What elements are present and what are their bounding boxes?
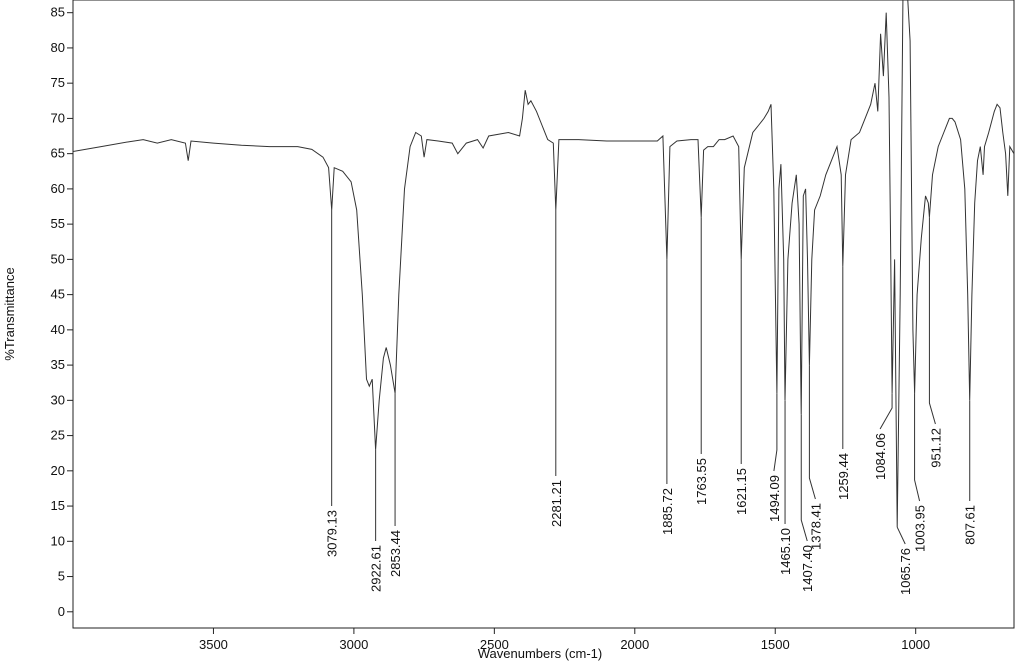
y-tick-label: 55: [51, 216, 65, 231]
peak-leader: [879, 393, 893, 430]
y-tick-label: 75: [51, 75, 65, 90]
peak-label: 807.61: [963, 505, 978, 545]
peak-leader: [914, 393, 921, 502]
peak-label: 1003.95: [913, 505, 928, 552]
y-tick-label: 5: [58, 569, 65, 584]
y-tick-label: 60: [51, 181, 65, 196]
x-tick-label: 2000: [620, 637, 649, 652]
y-tick-label: 45: [51, 287, 65, 302]
peak-label: 1407.40: [800, 545, 815, 592]
peak-label: 1259.44: [836, 453, 851, 500]
peak-leader: [808, 365, 816, 500]
peak-label: 3079.13: [325, 510, 340, 557]
x-tick-label: 3000: [339, 637, 368, 652]
y-axis-label: %Transmittance: [2, 267, 17, 360]
x-tick-label: 1000: [901, 637, 930, 652]
y-tick-label: 15: [51, 498, 65, 513]
peak-label: 1621.15: [734, 468, 749, 515]
y-tick-label: 20: [51, 463, 65, 478]
x-tick-label: 3500: [199, 637, 228, 652]
peak-label: 1465.10: [778, 528, 793, 575]
y-tick-label: 80: [51, 40, 65, 55]
x-tick-label: 1500: [761, 637, 790, 652]
y-tick-label: 25: [51, 428, 65, 443]
peak-label: 1065.76: [898, 548, 913, 595]
peak-label: 1084.06: [873, 433, 888, 480]
y-tick-label: 40: [51, 322, 65, 337]
plot-frame: [72, 0, 1015, 629]
y-tick-label: 10: [51, 533, 65, 548]
spectrum-line: [73, 0, 1014, 528]
y-tick-label: 30: [51, 392, 65, 407]
peak-leader: [896, 526, 906, 545]
peak-label: 2853.44: [388, 530, 403, 577]
plot-area: [73, 0, 1014, 528]
peak-leader: [773, 393, 778, 472]
peak-label: 1885.72: [660, 488, 675, 535]
peak-label: 2281.21: [549, 480, 564, 527]
y-tick-label: 65: [51, 146, 65, 161]
peak-label: 1494.09: [767, 475, 782, 522]
x-axis-label: Wavenumbers (cm-1): [478, 646, 602, 661]
y-tick-label: 85: [51, 5, 65, 20]
y-tick-label: 70: [51, 110, 65, 125]
peak-label: 951.12: [928, 428, 943, 468]
x-tick-label: 2500: [480, 637, 509, 652]
y-tick-label: 50: [51, 251, 65, 266]
peak-leader: [928, 217, 936, 425]
y-tick-label: 0: [58, 604, 65, 619]
peak-label: 1378.41: [808, 503, 823, 550]
peak-leader: [800, 414, 808, 542]
y-tick-label: 35: [51, 357, 65, 372]
peak-label: 1763.55: [694, 458, 709, 505]
peak-label: 2922.61: [369, 545, 384, 592]
